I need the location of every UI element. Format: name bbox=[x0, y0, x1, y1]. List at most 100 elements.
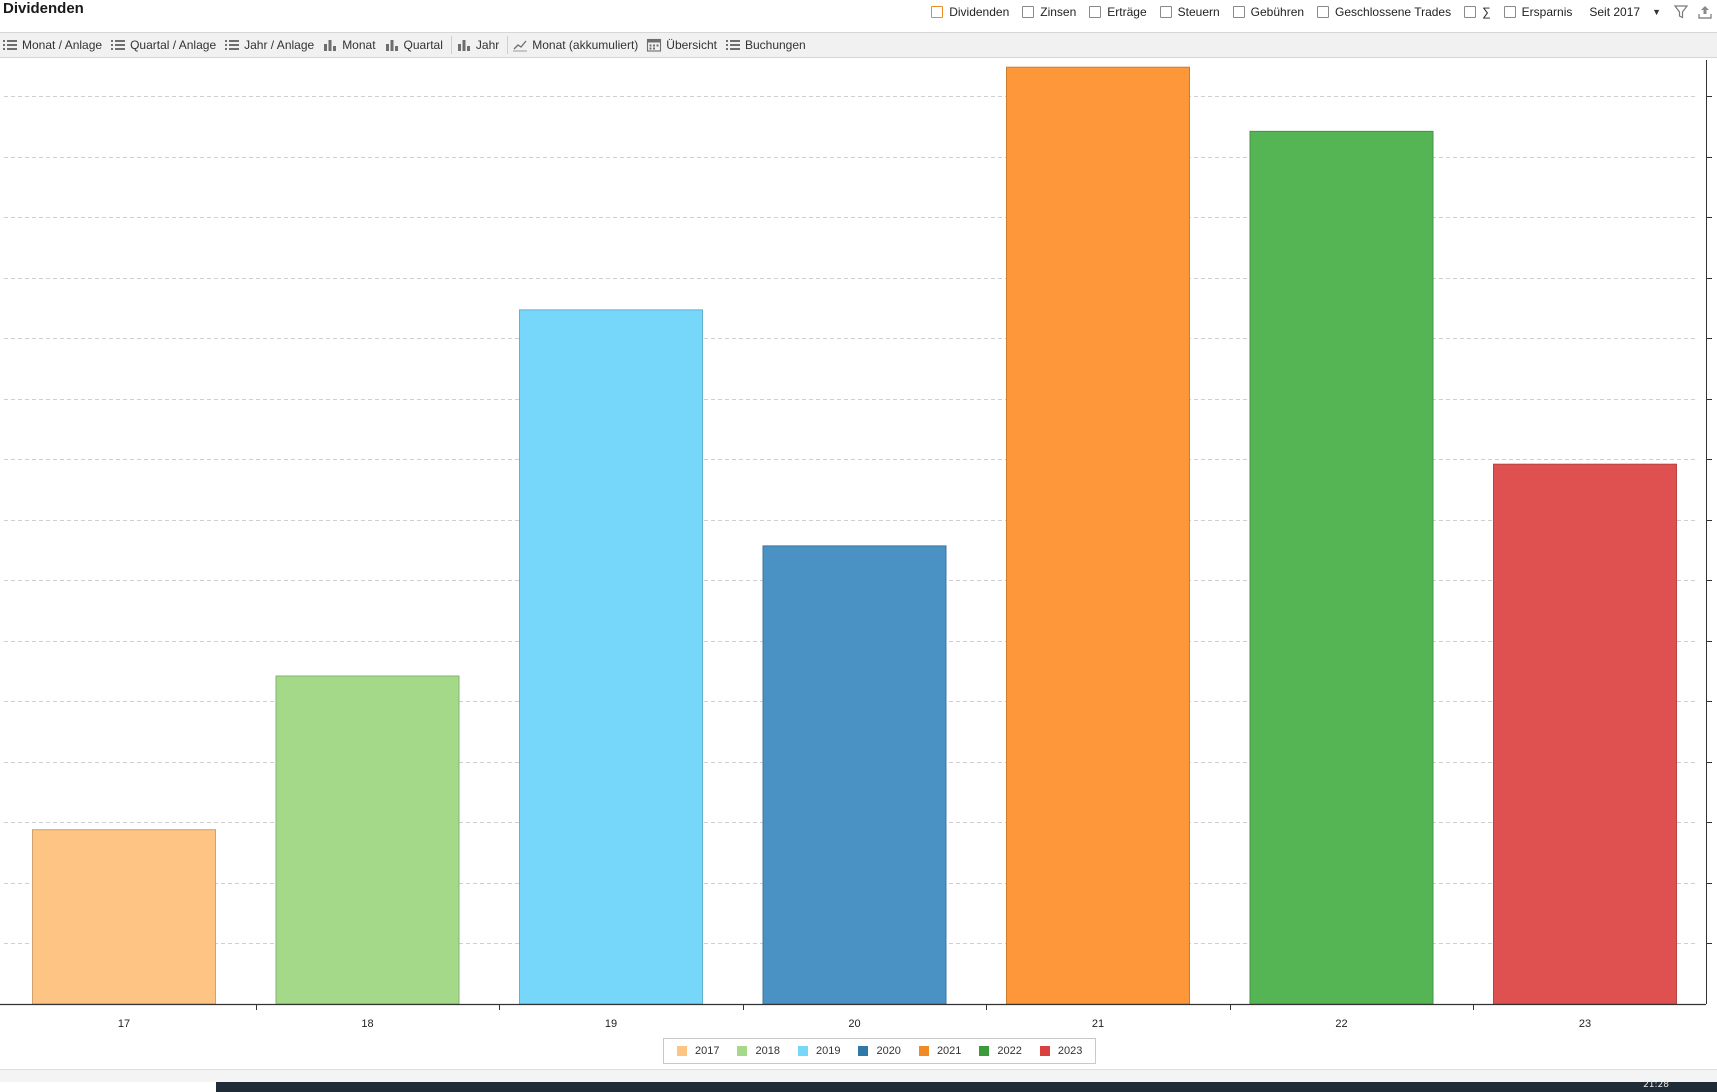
legend-swatch bbox=[797, 1046, 808, 1056]
bar-23 bbox=[1493, 463, 1677, 1005]
filter-dividenden[interactable]: Dividenden bbox=[931, 5, 1009, 19]
page-title: Dividenden bbox=[3, 0, 84, 17]
bar-22 bbox=[1249, 130, 1434, 1005]
bar-chart-icon bbox=[324, 40, 337, 51]
taskbar-clock: 21:28 bbox=[1643, 1080, 1669, 1090]
toolbar-label: Jahr / Anlage bbox=[244, 38, 315, 52]
legend-item-2020[interactable]: 2020 bbox=[858, 1045, 901, 1057]
view-toolbar: Monat / Anlage Quartal / Anlage Jahr / A… bbox=[0, 32, 1717, 58]
filter-label: Ersparnis bbox=[1521, 5, 1573, 19]
x-tick-label: 19 bbox=[605, 1018, 617, 1030]
legend-item-2019[interactable]: 2019 bbox=[797, 1045, 841, 1057]
legend-label: 2020 bbox=[876, 1045, 901, 1057]
checkbox-ertraege[interactable] bbox=[1089, 6, 1102, 18]
filter-label: Zinsen bbox=[1040, 5, 1077, 19]
filter-label: Steuern bbox=[1177, 5, 1220, 19]
bar-18 bbox=[275, 675, 460, 1005]
period-dropdown[interactable]: Seit 2017 ▼ bbox=[1589, 5, 1661, 19]
view-monat[interactable]: Monat bbox=[320, 33, 381, 57]
list-icon bbox=[725, 40, 740, 50]
checkbox-zinsen[interactable] bbox=[1022, 6, 1035, 18]
toolbar-label: Quartal bbox=[403, 38, 443, 52]
checkbox-ersparnis[interactable] bbox=[1503, 6, 1516, 18]
filter-label: Geschlossene Trades bbox=[1335, 5, 1452, 19]
toolbar-label: Übersicht bbox=[666, 38, 717, 52]
checkbox-gebuehren[interactable] bbox=[1232, 6, 1245, 18]
dividend-bar-chart: 17 18 19 20 21 22 23 bbox=[0, 60, 1712, 1030]
view-jahr-anlage[interactable]: Jahr / Anlage bbox=[222, 33, 320, 57]
x-tick-label: 21 bbox=[1092, 1018, 1104, 1030]
toolbar-label: Monat / Anlage bbox=[22, 38, 103, 52]
chevron-down-icon: ▼ bbox=[1652, 7, 1661, 17]
bar-19 bbox=[519, 309, 703, 1005]
chart-legend: 2017 2018 2019 2020 2021 2022 2023 bbox=[663, 1038, 1097, 1064]
checkbox-dividenden[interactable] bbox=[931, 6, 944, 18]
view-jahr[interactable]: Jahr bbox=[454, 33, 505, 57]
list-icon bbox=[3, 40, 17, 50]
calendar-icon bbox=[647, 38, 662, 52]
checkbox-geschlossene-trades[interactable] bbox=[1317, 6, 1330, 18]
x-tick-label: 20 bbox=[848, 1018, 860, 1030]
taskbar: 21:28 bbox=[216, 1080, 1717, 1092]
legend-label: 2021 bbox=[936, 1045, 962, 1057]
list-icon bbox=[225, 40, 240, 50]
list-icon bbox=[111, 40, 126, 50]
filter-geschlossene-trades[interactable]: Geschlossene Trades bbox=[1317, 5, 1451, 19]
view-quartal-anlage[interactable]: Quartal / Anlage bbox=[108, 33, 222, 57]
toolbar-label: Quartal / Anlage bbox=[130, 38, 217, 52]
toolbar-label: Monat bbox=[342, 38, 376, 52]
view-buchungen[interactable]: Buchungen bbox=[723, 33, 812, 57]
filter-ersparnis[interactable]: Ersparnis bbox=[1503, 5, 1573, 19]
toolbar-label: Jahr bbox=[475, 38, 500, 52]
filter-label: Erträge bbox=[1107, 5, 1147, 19]
legend-label: 2023 bbox=[1057, 1045, 1083, 1057]
bar-chart-icon bbox=[385, 40, 398, 51]
legend-label: 2018 bbox=[755, 1045, 780, 1057]
legend-label: 2017 bbox=[695, 1045, 720, 1057]
toolbar-divider bbox=[450, 36, 452, 54]
view-quartal[interactable]: Quartal bbox=[382, 33, 449, 57]
legend-label: 2019 bbox=[815, 1045, 841, 1057]
checkbox-sum[interactable] bbox=[1464, 6, 1477, 18]
toolbar-label: Buchungen bbox=[744, 38, 806, 52]
period-value: Seit 2017 bbox=[1589, 5, 1641, 19]
x-tick-label: 17 bbox=[118, 1018, 130, 1030]
toolbar-label: Monat (akkumuliert) bbox=[532, 38, 639, 52]
filter-label: Gebühren bbox=[1250, 5, 1305, 19]
view-monat-anlage[interactable]: Monat / Anlage bbox=[0, 33, 108, 57]
legend-item-2023[interactable]: 2023 bbox=[1039, 1045, 1083, 1057]
legend-swatch bbox=[677, 1046, 687, 1056]
export-icon[interactable] bbox=[1697, 4, 1713, 20]
chart-area: 17 18 19 20 21 22 23 bbox=[0, 58, 1717, 1068]
filter-bar: Dividenden Zinsen Erträge Steuern Gebühr… bbox=[931, 0, 1717, 24]
filter-ertraege[interactable]: Erträge bbox=[1089, 5, 1147, 19]
filter-gebuehren[interactable]: Gebühren bbox=[1232, 5, 1305, 19]
legend-item-2021[interactable]: 2021 bbox=[918, 1045, 962, 1057]
filter-label: ∑ bbox=[1482, 5, 1491, 19]
bar-20 bbox=[762, 545, 947, 1005]
filter-zinsen[interactable]: Zinsen bbox=[1022, 5, 1076, 19]
legend-swatch bbox=[1039, 1046, 1050, 1056]
legend-swatch bbox=[737, 1046, 748, 1056]
legend-item-2022[interactable]: 2022 bbox=[979, 1045, 1022, 1057]
header-bar: Dividenden Dividenden Zinsen Erträge Ste… bbox=[0, 0, 1717, 30]
status-bar bbox=[0, 1069, 1717, 1082]
legend-item-2017[interactable]: 2017 bbox=[677, 1045, 719, 1057]
legend-swatch bbox=[858, 1046, 869, 1056]
legend-item-2018[interactable]: 2018 bbox=[737, 1045, 780, 1057]
x-tick-label: 22 bbox=[1335, 1018, 1347, 1030]
view-monat-akkumuliert[interactable]: Monat (akkumuliert) bbox=[510, 33, 644, 57]
bar-17 bbox=[32, 829, 216, 1005]
filter-label: Dividenden bbox=[949, 5, 1010, 19]
legend-label: 2022 bbox=[997, 1045, 1022, 1057]
legend-swatch bbox=[979, 1046, 990, 1056]
filter-sum[interactable]: ∑ bbox=[1464, 5, 1491, 19]
x-tick-label: 23 bbox=[1579, 1018, 1591, 1030]
x-tick-label: 18 bbox=[361, 1018, 373, 1030]
toolbar-divider bbox=[507, 36, 509, 54]
filter-icon[interactable] bbox=[1673, 4, 1689, 20]
view-uebersicht[interactable]: Übersicht bbox=[644, 33, 723, 57]
checkbox-steuern[interactable] bbox=[1159, 6, 1172, 18]
line-chart-icon bbox=[513, 40, 528, 52]
filter-steuern[interactable]: Steuern bbox=[1159, 5, 1220, 19]
